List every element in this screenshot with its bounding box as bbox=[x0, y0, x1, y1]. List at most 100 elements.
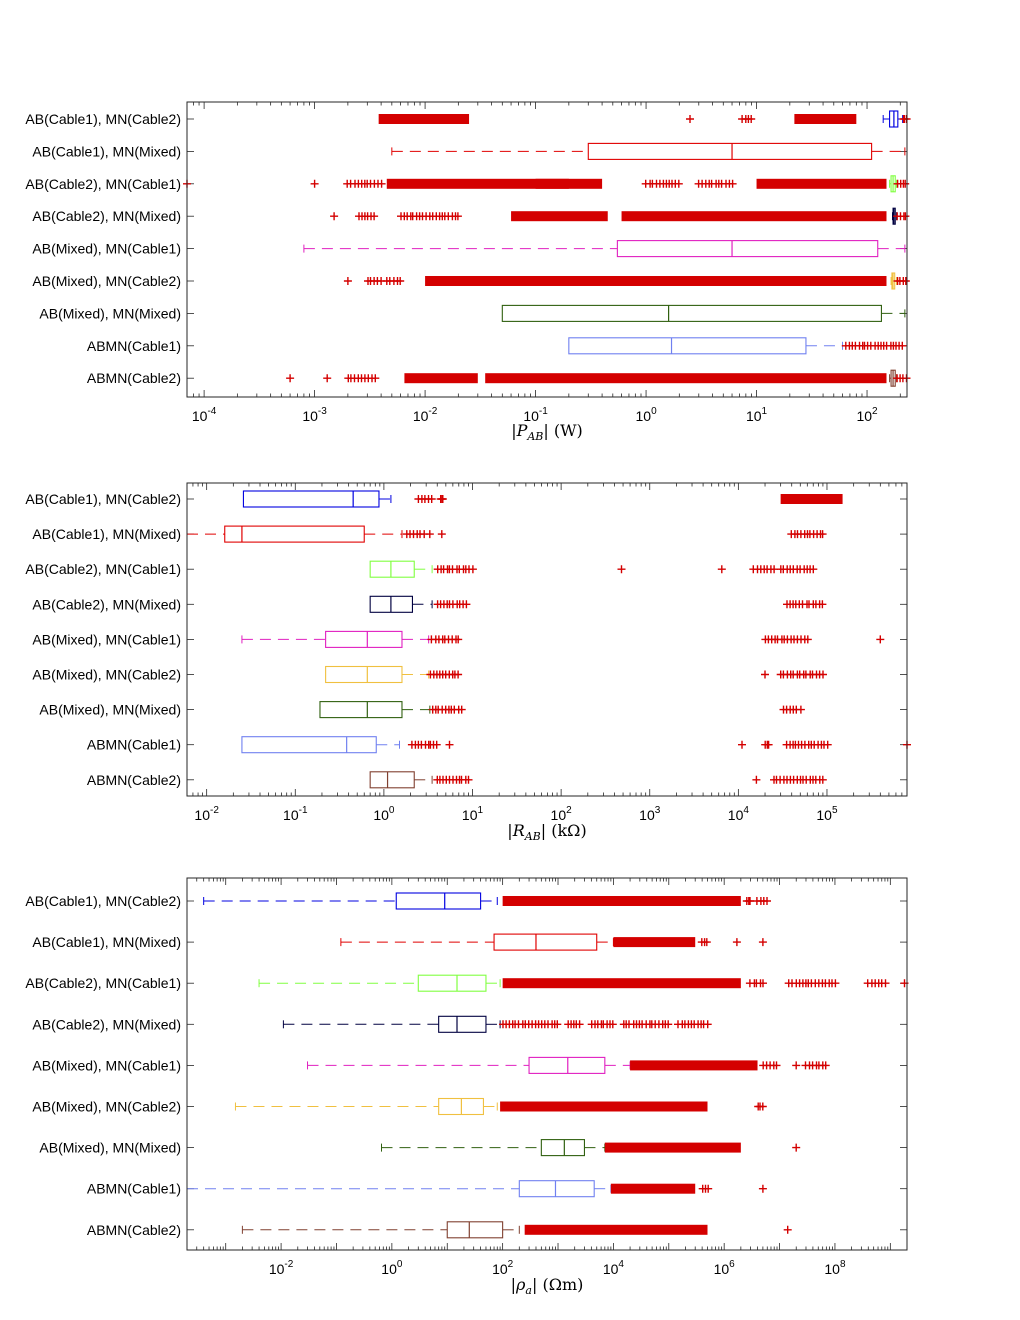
x-tick-label: 10-4 bbox=[192, 406, 217, 424]
outlier-point bbox=[650, 212, 659, 221]
category-label: AB(Mixed), MN(Cable2) bbox=[32, 667, 181, 683]
box-iqr bbox=[616, 240, 879, 258]
outlier-point bbox=[657, 1143, 666, 1152]
box-iqr bbox=[417, 974, 487, 992]
outlier-point bbox=[823, 495, 832, 503]
category-label: AB(Cable2), MN(Cable1) bbox=[25, 975, 181, 991]
outlier-point bbox=[507, 1102, 516, 1111]
outlier-point bbox=[715, 374, 724, 383]
outlier-point bbox=[805, 212, 814, 221]
outlier-point bbox=[791, 179, 800, 188]
outlier-point bbox=[623, 938, 631, 947]
box-series bbox=[325, 665, 827, 684]
outlier-point bbox=[438, 495, 447, 503]
box-series bbox=[234, 1097, 767, 1116]
x-tick-label: 101 bbox=[746, 406, 768, 424]
category-label: AB(Cable2), MN(Cable1) bbox=[25, 561, 181, 577]
outlier-point bbox=[847, 277, 856, 285]
outlier-point bbox=[461, 374, 470, 383]
outlier-point bbox=[843, 179, 852, 188]
category-label: AB(Mixed), MN(Mixed) bbox=[39, 702, 181, 718]
outlier-point bbox=[817, 179, 826, 188]
outlier-point bbox=[323, 374, 332, 383]
outlier-point bbox=[582, 979, 590, 988]
outlier-point bbox=[752, 775, 761, 784]
box-iqr bbox=[438, 1015, 487, 1033]
x-axis-label: |PAB| (W) bbox=[511, 421, 583, 443]
outlier-point bbox=[437, 530, 446, 539]
box-series bbox=[241, 1221, 792, 1239]
outlier-point bbox=[717, 565, 726, 574]
box-series bbox=[303, 240, 906, 258]
x-tick-label: 10-2 bbox=[413, 406, 438, 424]
box-series bbox=[369, 560, 818, 578]
outlier-point bbox=[674, 179, 683, 188]
outlier-point bbox=[670, 374, 679, 383]
outlier-point bbox=[514, 374, 523, 383]
outlier-point bbox=[599, 1102, 608, 1111]
box-series bbox=[378, 110, 911, 128]
outlier-point bbox=[746, 897, 754, 905]
outlier-point bbox=[725, 1143, 734, 1152]
outlier-cluster bbox=[502, 896, 741, 906]
outlier-point bbox=[457, 705, 466, 714]
category-label: AB(Mixed), MN(Cable1) bbox=[32, 631, 181, 647]
outlier-point bbox=[559, 374, 568, 383]
category-label: AB(Mixed), MN(Cable2) bbox=[32, 1099, 181, 1115]
outlier-point bbox=[664, 1061, 673, 1070]
outlier-point bbox=[759, 979, 767, 988]
outlier-point bbox=[849, 212, 858, 221]
outlier-point bbox=[677, 979, 686, 988]
outlier-point bbox=[454, 635, 463, 644]
outlier-point bbox=[453, 115, 462, 123]
outlier-point bbox=[626, 374, 635, 383]
outlier-point bbox=[764, 740, 773, 749]
outlier-point bbox=[653, 979, 662, 988]
outlier-point bbox=[761, 670, 769, 679]
outlier-cluster bbox=[604, 1142, 741, 1153]
outlier-point bbox=[575, 1020, 584, 1029]
box-series bbox=[203, 892, 771, 910]
outlier-point bbox=[608, 1020, 617, 1029]
outlier-point bbox=[432, 277, 441, 285]
outlier-point bbox=[464, 775, 473, 784]
outlier-cluster bbox=[524, 1224, 708, 1235]
outlier-point bbox=[605, 897, 614, 905]
x-tick-label: 10-1 bbox=[283, 805, 308, 823]
outlier-point bbox=[649, 1184, 657, 1193]
outlier-point bbox=[677, 897, 686, 905]
box-iqr bbox=[224, 525, 365, 543]
outlier-cluster bbox=[386, 178, 569, 189]
x-tick-label: 10-2 bbox=[269, 1259, 294, 1277]
outlier-point bbox=[827, 212, 836, 221]
outlier-point bbox=[831, 979, 840, 988]
outlier-point bbox=[876, 635, 885, 644]
outlier-cluster bbox=[502, 978, 741, 989]
outlier-point bbox=[620, 1184, 629, 1193]
outlier-point bbox=[396, 277, 405, 285]
box-series bbox=[330, 207, 910, 225]
box-series bbox=[369, 595, 827, 613]
outlier-point bbox=[577, 1225, 586, 1234]
outlier-point bbox=[581, 374, 590, 383]
power-panel: 10-4 10-3 10-2 10-1 100 101 102 AB(Cable1), MN(… bbox=[25, 101, 911, 443]
outlier-point bbox=[439, 179, 448, 188]
outlier-point bbox=[648, 374, 657, 383]
outlier-point bbox=[555, 1225, 563, 1234]
box-series bbox=[241, 736, 911, 754]
outlier-point bbox=[553, 1102, 562, 1111]
outlier-point bbox=[445, 740, 454, 749]
outlier-cluster bbox=[378, 114, 470, 124]
outlier-point bbox=[759, 374, 768, 383]
outlier-point bbox=[478, 277, 487, 285]
outlier-point bbox=[763, 897, 771, 905]
outlier-point bbox=[732, 277, 741, 285]
outlier-point bbox=[343, 277, 352, 285]
category-label: AB(Cable1), MN(Mixed) bbox=[32, 934, 181, 950]
box-iqr bbox=[528, 1056, 606, 1074]
outlier-point bbox=[819, 670, 827, 679]
outlier-point bbox=[693, 374, 701, 383]
box-series bbox=[286, 369, 911, 387]
box-iqr bbox=[587, 142, 873, 160]
category-label: ABMN(Cable1) bbox=[87, 338, 181, 354]
